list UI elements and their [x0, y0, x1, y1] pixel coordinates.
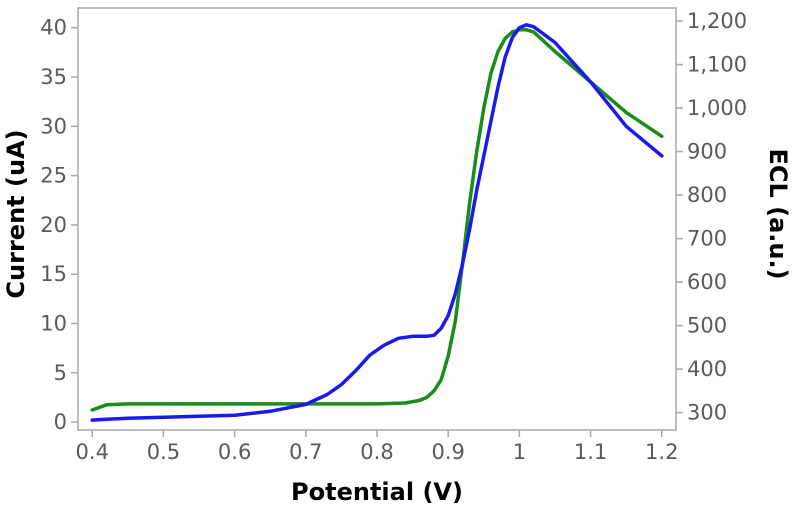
x-tick-label: 1 — [513, 440, 526, 464]
y2-tick-label: 800 — [687, 183, 727, 207]
series-layer — [90, 23, 664, 422]
x-tick-label: 0.6 — [218, 440, 251, 464]
x-tick-label: 1.2 — [645, 440, 678, 464]
y-tick-label: 10 — [40, 312, 67, 336]
series-line-2 — [90, 23, 664, 422]
y2-tick-label: 1,200 — [687, 9, 747, 33]
y2-tick-label: 300 — [687, 401, 727, 425]
y2-tick-label: 700 — [687, 227, 727, 251]
y-tick-label: 35 — [40, 65, 67, 89]
y-axis-title: Current (uA) — [2, 129, 30, 298]
x-tick-label: 0.4 — [76, 440, 109, 464]
y2-tick-label: 500 — [687, 314, 727, 338]
plot-frame — [77, 7, 677, 431]
y2-tick-label: 400 — [687, 357, 727, 381]
y-tick-label: 0 — [54, 410, 67, 434]
y2-tick-label: 600 — [687, 270, 727, 294]
x-axis-title: Potential (V) — [291, 478, 463, 506]
x-tick-label: 0.7 — [289, 440, 322, 464]
x-tick-label: 0.8 — [360, 440, 393, 464]
y-tick-label: 25 — [40, 164, 67, 188]
y-tick-label: 40 — [40, 16, 67, 40]
x-axis-ticks: 0.4 0.5 0.6 0.7 0.8 0.9 1 1.1 1.2 — [76, 430, 678, 464]
x-tick-label: 0.5 — [147, 440, 180, 464]
y2-tick-label: 900 — [687, 140, 727, 164]
y-axis-ticks: 0 5 10 15 20 25 30 35 40 — [40, 16, 78, 434]
y2-tick-label: 1,000 — [687, 96, 747, 120]
y-tick-label: 15 — [40, 262, 67, 286]
series-line-1 — [90, 28, 664, 412]
x-tick-label: 0.9 — [431, 440, 464, 464]
y-tick-label: 30 — [40, 114, 67, 138]
y-tick-label: 20 — [40, 213, 67, 237]
y2-tick-label: 1,100 — [687, 53, 747, 77]
y2-axis-ticks: 300 400 500 600 700 800 900 1,000 1,100 1,200 — [676, 9, 747, 425]
x-tick-label: 1.1 — [574, 440, 607, 464]
y2-axis-title: ECL (a.u.) — [764, 148, 792, 279]
y-tick-label: 5 — [54, 361, 67, 385]
